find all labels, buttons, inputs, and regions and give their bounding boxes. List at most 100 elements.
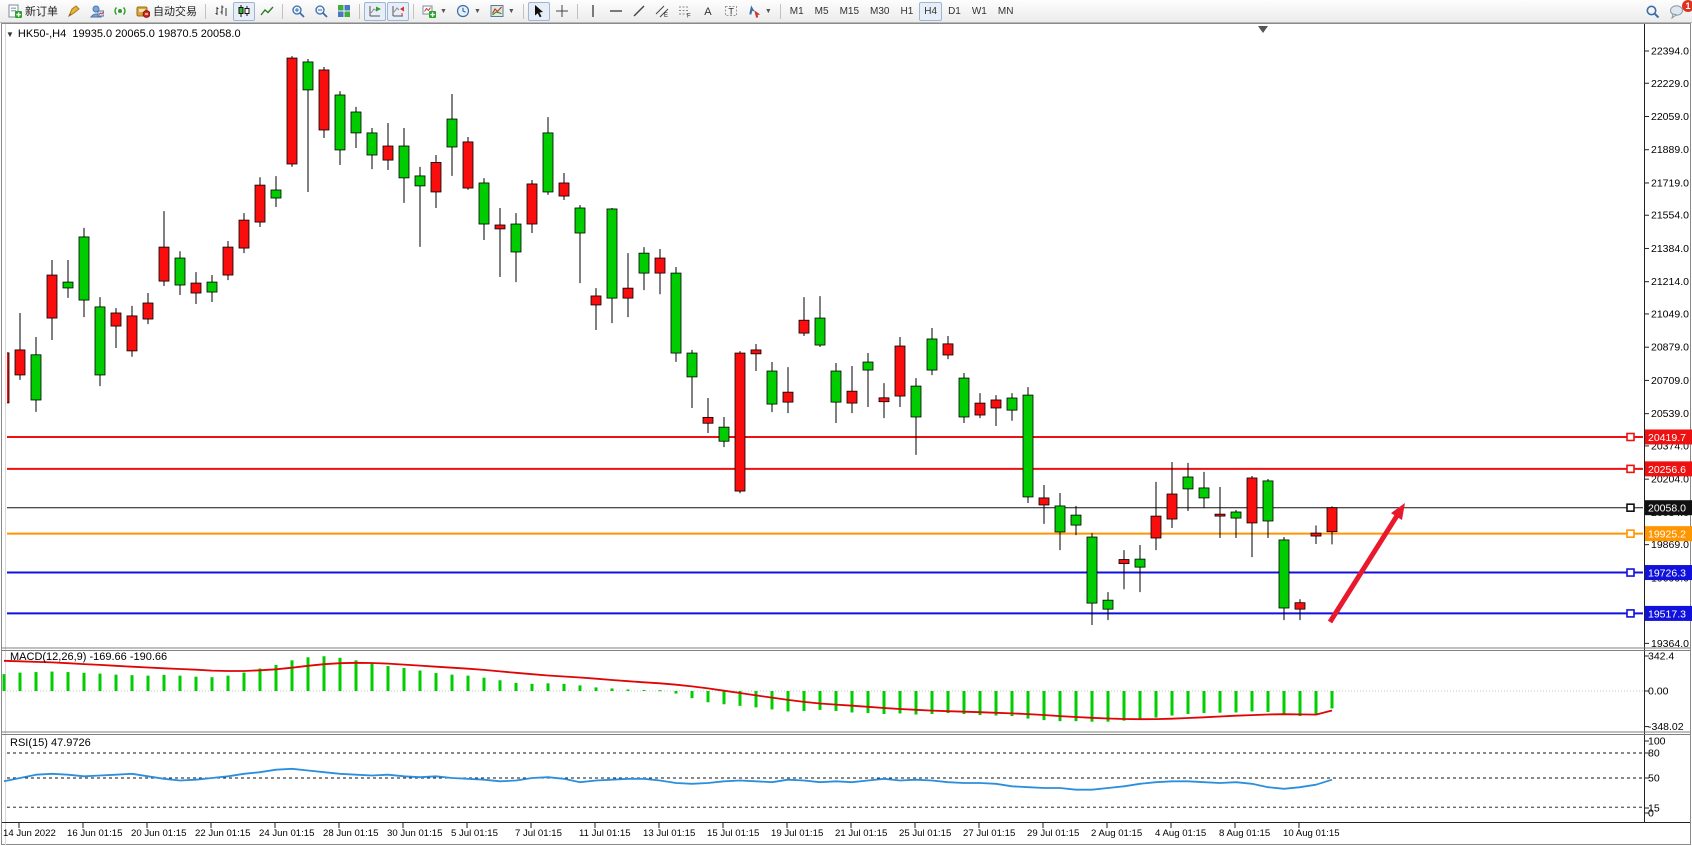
trendline-icon: [633, 5, 645, 17]
svg-text:19 Jul 01:15: 19 Jul 01:15: [771, 828, 823, 839]
new-order-button[interactable]: 新订单: [4, 2, 62, 21]
template-button[interactable]: ▼: [486, 2, 519, 21]
signals-button[interactable]: [109, 2, 131, 21]
svg-text:19364.0: 19364.0: [1651, 638, 1689, 650]
symbol-dropdown-icon[interactable]: ▼: [6, 30, 14, 39]
svg-text:22 Jun 01:15: 22 Jun 01:15: [195, 828, 250, 839]
dropdown-arrow-icon: ▼: [473, 7, 481, 15]
trendline-tool-button[interactable]: [628, 2, 650, 21]
arrows-tool-button[interactable]: ▼: [743, 2, 776, 21]
auto-trading-label: 自动交易: [153, 6, 197, 18]
svg-text:28 Jun 01:15: 28 Jun 01:15: [323, 828, 378, 839]
toolbar-separator: [779, 3, 781, 19]
text-tool-button[interactable]: A: [697, 2, 719, 21]
new-order-icon: [8, 4, 22, 18]
svg-text:4 Aug 01:15: 4 Aug 01:15: [1155, 828, 1206, 839]
vertical-line-icon: [592, 5, 594, 17]
fibonacci-tool-button[interactable]: F: [674, 2, 696, 21]
svg-text:21049.0: 21049.0: [1651, 308, 1689, 320]
timeframe-m1-button[interactable]: M1: [789, 5, 804, 17]
time-scale[interactable]: [2, 823, 1690, 845]
zoom-in-button[interactable]: [287, 2, 309, 21]
zoom-out-button[interactable]: [310, 2, 332, 21]
text-label-tool-button[interactable]: T: [720, 2, 742, 21]
svg-text:21554.0: 21554.0: [1651, 210, 1689, 222]
price-scale[interactable]: [1644, 24, 1692, 822]
svg-text:25 Jul 01:15: 25 Jul 01:15: [899, 828, 951, 839]
svg-text:21384.0: 21384.0: [1651, 243, 1689, 255]
svg-text:22229.0: 22229.0: [1651, 78, 1689, 90]
timeframe-m15-button[interactable]: M15: [839, 5, 860, 17]
rsi-panel[interactable]: [7, 735, 1643, 822]
svg-text:11 Jul 01:15: 11 Jul 01:15: [579, 828, 631, 839]
timeframe-m5-button[interactable]: M5: [814, 5, 829, 17]
main-chart-panel[interactable]: [7, 24, 1643, 648]
channel-tool-button[interactable]: E: [651, 2, 673, 21]
auto-scroll-button[interactable]: [364, 1, 386, 21]
svg-text:7 Jul 01:15: 7 Jul 01:15: [515, 828, 562, 839]
svg-text:20 Jun 01:15: 20 Jun 01:15: [131, 828, 186, 839]
auto-trading-button[interactable]: 自动交易: [132, 2, 201, 21]
new-chart-icon: [422, 5, 436, 18]
svg-text:21 Jul 01:15: 21 Jul 01:15: [835, 828, 887, 839]
timeframe-w1-button[interactable]: W1: [971, 5, 987, 17]
dropdown-arrow-icon: ▼: [764, 7, 772, 15]
chart-symbol-period: HK50-,H4: [17, 28, 67, 40]
svg-text:5 Jul 01:15: 5 Jul 01:15: [451, 828, 498, 839]
notifications-button[interactable]: 1: [1665, 0, 1692, 21]
crayon-icon: [67, 5, 80, 18]
profile-button[interactable]: [86, 2, 108, 21]
tile-windows-button[interactable]: [333, 2, 355, 21]
timeframe-mn-button[interactable]: MN: [997, 5, 1014, 17]
notification-count-badge: 1: [1682, 0, 1692, 12]
auto-trading-icon: [136, 6, 150, 18]
horizontal-line-icon: [609, 10, 622, 12]
cursor-tool-button[interactable]: [527, 1, 550, 21]
svg-text:20256.6: 20256.6: [1648, 464, 1686, 476]
timeframe-m30-button[interactable]: M30: [870, 5, 890, 17]
zoom-in-icon: [292, 5, 305, 18]
main-toolbar: 新订单 自动交易: [0, 0, 1692, 23]
candlestick-mode-button[interactable]: [233, 1, 255, 21]
timeframe-h4-button[interactable]: H4: [919, 1, 943, 21]
svg-text:10 Aug 01:15: 10 Aug 01:15: [1283, 828, 1340, 839]
line-chart-icon: [260, 6, 274, 16]
svg-text:22394.0: 22394.0: [1651, 46, 1689, 58]
vertical-line-tool-button[interactable]: [582, 2, 604, 21]
cursor-icon: [534, 5, 543, 18]
profile-icon: [90, 5, 104, 18]
horizontal-line-tool-button[interactable]: [605, 2, 627, 21]
svg-text:21889.0: 21889.0: [1651, 144, 1689, 156]
toolbar-separator: [205, 3, 206, 19]
crosshair-tool-button[interactable]: [551, 2, 573, 21]
svg-text:T: T: [728, 6, 734, 16]
search-icon: [1646, 5, 1660, 18]
chart-header: ▼ HK50-,H4 19935.0 20065.0 19870.5 20058.…: [6, 28, 241, 40]
chart-shift-button[interactable]: [387, 1, 409, 21]
tile-windows-icon: [338, 5, 350, 17]
new-chart-button[interactable]: ▼: [418, 2, 451, 21]
text-icon: A: [704, 6, 712, 18]
svg-text:29 Jul 01:15: 29 Jul 01:15: [1027, 828, 1079, 839]
equidistant-channel-icon: E: [655, 5, 669, 18]
svg-text:16 Jun 01:15: 16 Jun 01:15: [67, 828, 122, 839]
svg-text:15 Jul 01:15: 15 Jul 01:15: [707, 828, 759, 839]
timeframe-d1-button[interactable]: D1: [948, 5, 961, 17]
periods-button[interactable]: ▼: [452, 2, 485, 21]
timeframe-h1-button[interactable]: H1: [900, 5, 914, 17]
line-chart-mode-button[interactable]: [256, 2, 278, 21]
svg-text:20058.0: 20058.0: [1648, 503, 1686, 515]
crosshair-icon: [555, 5, 568, 17]
svg-text:19726.3: 19726.3: [1648, 568, 1686, 580]
macd-panel[interactable]: [7, 651, 1643, 732]
svg-text:19869.0: 19869.0: [1651, 539, 1689, 551]
search-button[interactable]: [1641, 2, 1664, 21]
bar-chart-mode-button[interactable]: [210, 2, 232, 21]
svg-text:24 Jun 01:15: 24 Jun 01:15: [259, 828, 314, 839]
svg-text:20419.7: 20419.7: [1648, 432, 1686, 444]
chart-styler-button[interactable]: [63, 2, 85, 21]
svg-text:80: 80: [1648, 748, 1660, 760]
arrow-objects-icon: [749, 5, 760, 18]
svg-text:50: 50: [1648, 773, 1660, 785]
